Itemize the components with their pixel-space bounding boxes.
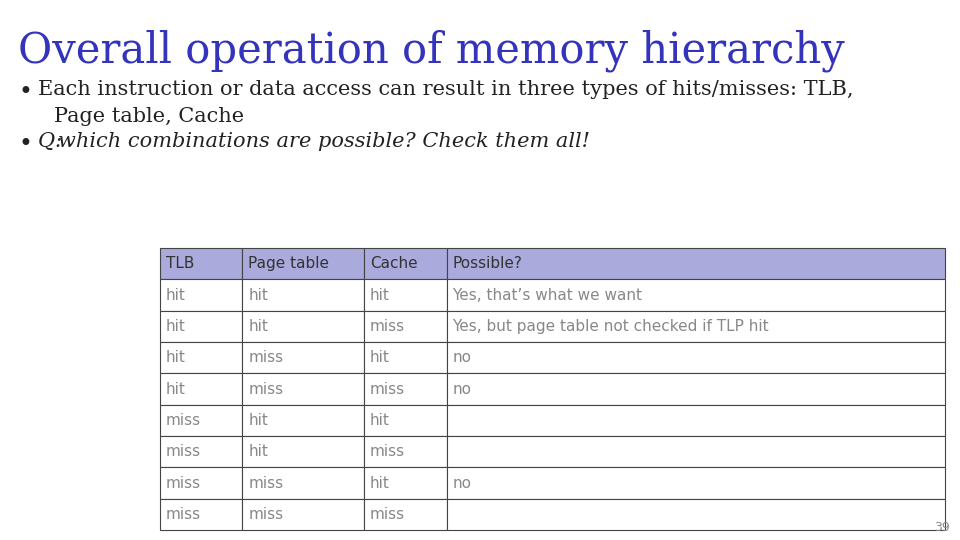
Bar: [364, 279, 446, 310]
Bar: [364, 436, 446, 467]
Text: miss: miss: [371, 444, 405, 459]
Bar: [446, 310, 945, 342]
Bar: [446, 498, 945, 530]
Text: Q:: Q:: [38, 132, 69, 151]
Bar: [160, 342, 243, 373]
Text: Possible?: Possible?: [452, 256, 522, 271]
Bar: [243, 248, 364, 279]
Bar: [446, 342, 945, 373]
Text: miss: miss: [249, 507, 283, 522]
Text: miss: miss: [166, 413, 202, 428]
Text: miss: miss: [249, 350, 283, 365]
Text: miss: miss: [371, 319, 405, 334]
Bar: [446, 436, 945, 467]
Bar: [446, 279, 945, 310]
Text: miss: miss: [166, 507, 202, 522]
Text: no: no: [452, 381, 471, 396]
Bar: [243, 279, 364, 310]
Text: hit: hit: [166, 381, 186, 396]
Bar: [160, 467, 243, 498]
Text: no: no: [452, 476, 471, 490]
Text: Each instruction or data access can result in three types of hits/misses: TLB,: Each instruction or data access can resu…: [38, 80, 853, 99]
Bar: [243, 373, 364, 404]
Bar: [446, 467, 945, 498]
Bar: [243, 404, 364, 436]
Text: Overall operation of memory hierarchy: Overall operation of memory hierarchy: [18, 30, 845, 72]
Text: hit: hit: [166, 319, 186, 334]
Text: TLB: TLB: [166, 256, 194, 271]
Text: 39: 39: [934, 521, 950, 534]
Text: •: •: [18, 80, 32, 104]
Text: miss: miss: [249, 381, 283, 396]
Bar: [364, 373, 446, 404]
Text: •: •: [18, 132, 32, 156]
Text: miss: miss: [371, 381, 405, 396]
Bar: [160, 310, 243, 342]
Bar: [243, 436, 364, 467]
Bar: [243, 310, 364, 342]
Text: Cache: Cache: [371, 256, 418, 271]
Bar: [160, 498, 243, 530]
Bar: [446, 404, 945, 436]
Text: hit: hit: [249, 413, 268, 428]
Text: miss: miss: [371, 507, 405, 522]
Bar: [160, 436, 243, 467]
Bar: [364, 248, 446, 279]
Bar: [160, 279, 243, 310]
Text: hit: hit: [371, 287, 390, 302]
Bar: [364, 342, 446, 373]
Bar: [160, 373, 243, 404]
Bar: [243, 342, 364, 373]
Text: hit: hit: [249, 319, 268, 334]
Bar: [160, 404, 243, 436]
Text: Page table, Cache: Page table, Cache: [54, 107, 244, 126]
Text: hit: hit: [249, 444, 268, 459]
Text: which combinations are possible? Check them all!: which combinations are possible? Check t…: [58, 132, 590, 151]
Text: Yes, but page table not checked if TLP hit: Yes, but page table not checked if TLP h…: [452, 319, 769, 334]
Text: miss: miss: [249, 476, 283, 490]
Bar: [364, 467, 446, 498]
Text: Page table: Page table: [249, 256, 329, 271]
Text: no: no: [452, 350, 471, 365]
Text: hit: hit: [371, 350, 390, 365]
Text: hit: hit: [249, 287, 268, 302]
Text: Yes, that’s what we want: Yes, that’s what we want: [452, 287, 642, 302]
Bar: [446, 248, 945, 279]
Bar: [160, 248, 243, 279]
Text: miss: miss: [166, 444, 202, 459]
Bar: [364, 310, 446, 342]
Bar: [446, 373, 945, 404]
Bar: [364, 498, 446, 530]
Bar: [364, 404, 446, 436]
Text: hit: hit: [166, 287, 186, 302]
Text: miss: miss: [166, 476, 202, 490]
Text: hit: hit: [166, 350, 186, 365]
Text: hit: hit: [371, 413, 390, 428]
Bar: [243, 467, 364, 498]
Text: hit: hit: [371, 476, 390, 490]
Bar: [243, 498, 364, 530]
